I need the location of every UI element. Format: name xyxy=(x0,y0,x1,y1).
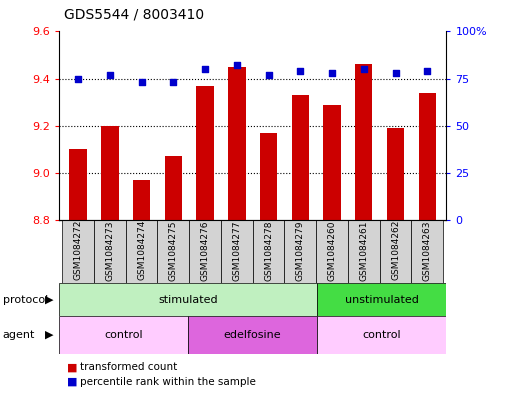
Point xyxy=(169,79,177,86)
Bar xyxy=(253,220,284,283)
Text: GSM1084261: GSM1084261 xyxy=(359,220,368,281)
Text: transformed count: transformed count xyxy=(80,362,177,373)
Point xyxy=(233,62,241,68)
Bar xyxy=(221,220,253,283)
Bar xyxy=(260,133,277,220)
Bar xyxy=(317,283,446,316)
Bar xyxy=(101,126,119,220)
Bar xyxy=(62,220,94,283)
Point xyxy=(296,68,304,74)
Bar xyxy=(133,180,150,220)
Bar xyxy=(291,95,309,220)
Text: GSM1084278: GSM1084278 xyxy=(264,220,273,281)
Point xyxy=(137,79,146,86)
Bar xyxy=(59,283,317,316)
Text: ■: ■ xyxy=(67,377,77,387)
Bar xyxy=(188,316,317,354)
Bar xyxy=(69,149,87,220)
Text: GSM1084274: GSM1084274 xyxy=(137,220,146,281)
Text: unstimulated: unstimulated xyxy=(345,295,419,305)
Point xyxy=(106,72,114,78)
Point xyxy=(360,66,368,72)
Bar xyxy=(419,93,436,220)
Text: stimulated: stimulated xyxy=(159,295,218,305)
Bar xyxy=(189,220,221,283)
Text: protocol: protocol xyxy=(3,295,48,305)
Text: GSM1084273: GSM1084273 xyxy=(105,220,114,281)
Text: ▶: ▶ xyxy=(45,295,54,305)
Bar xyxy=(323,105,341,220)
Point xyxy=(391,70,400,76)
Text: ■: ■ xyxy=(67,362,77,373)
Bar xyxy=(316,220,348,283)
Point xyxy=(264,72,272,78)
Bar xyxy=(94,220,126,283)
Bar xyxy=(196,86,214,220)
Bar xyxy=(387,128,404,220)
Text: control: control xyxy=(104,330,143,340)
Bar xyxy=(284,220,316,283)
Text: GSM1084263: GSM1084263 xyxy=(423,220,432,281)
Bar xyxy=(59,316,188,354)
Text: agent: agent xyxy=(3,330,35,340)
Text: GDS5544 / 8003410: GDS5544 / 8003410 xyxy=(64,7,204,22)
Bar xyxy=(165,156,182,220)
Text: percentile rank within the sample: percentile rank within the sample xyxy=(80,377,255,387)
Bar xyxy=(380,220,411,283)
Point xyxy=(74,75,82,82)
Bar xyxy=(228,67,246,220)
Point xyxy=(201,66,209,72)
Point xyxy=(328,70,336,76)
Text: GSM1084272: GSM1084272 xyxy=(73,220,83,281)
Text: GSM1084277: GSM1084277 xyxy=(232,220,241,281)
Text: ▶: ▶ xyxy=(45,330,54,340)
Bar xyxy=(126,220,157,283)
Bar xyxy=(157,220,189,283)
Text: control: control xyxy=(363,330,401,340)
Text: GSM1084276: GSM1084276 xyxy=(201,220,209,281)
Text: GSM1084279: GSM1084279 xyxy=(296,220,305,281)
Text: GSM1084260: GSM1084260 xyxy=(327,220,337,281)
Bar xyxy=(348,220,380,283)
Text: GSM1084262: GSM1084262 xyxy=(391,220,400,281)
Bar xyxy=(411,220,443,283)
Text: edelfosine: edelfosine xyxy=(224,330,282,340)
Bar xyxy=(317,316,446,354)
Text: GSM1084275: GSM1084275 xyxy=(169,220,178,281)
Point xyxy=(423,68,431,74)
Bar xyxy=(355,64,372,220)
